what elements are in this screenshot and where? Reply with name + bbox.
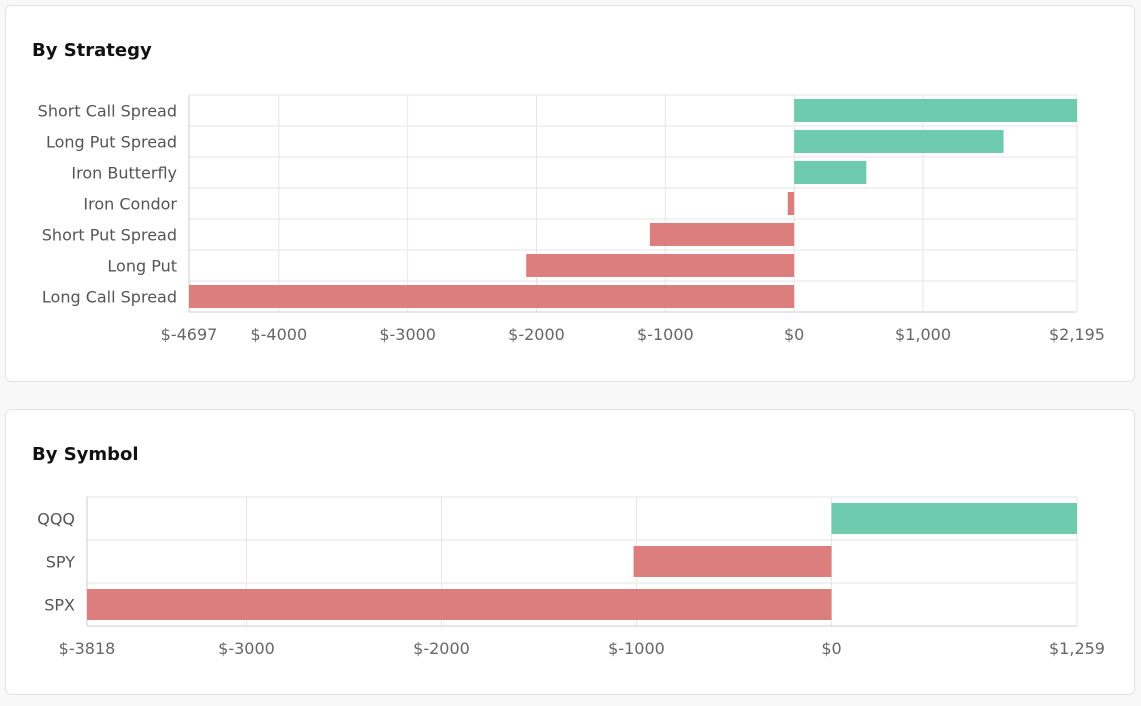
category-label-spy: SPY <box>46 553 75 572</box>
bar-spy[interactable] <box>633 546 832 577</box>
category-label-long-call-spread: Long Call Spread <box>42 288 177 307</box>
x-tick-label: $1,259 <box>1049 639 1105 658</box>
bar-long-put-spread[interactable] <box>794 130 1004 153</box>
strategy-card: By Strategy Short Call Spread Long Put Sp… <box>5 5 1135 382</box>
category-label-short-call-spread: Short Call Spread <box>38 102 177 121</box>
x-tick-label: $-3000 <box>379 325 436 344</box>
bar-spx[interactable] <box>87 589 832 620</box>
x-tick-label: $0 <box>821 639 841 658</box>
x-tick-label: $-4000 <box>250 325 307 344</box>
category-label-long-put-spread: Long Put Spread <box>46 133 177 152</box>
bar-qqq[interactable] <box>831 503 1077 534</box>
x-tick-label: $1,000 <box>895 325 951 344</box>
strategy-chart-title: By Strategy <box>32 40 152 61</box>
category-label-iron-condor: Iron Condor <box>83 195 177 214</box>
bar-short-call-spread[interactable] <box>794 99 1077 122</box>
x-tick-label: $-3818 <box>59 639 116 658</box>
bar-short-put-spread[interactable] <box>649 223 795 246</box>
category-label-short-put-spread: Short Put Spread <box>42 226 177 245</box>
symbol-bar-chart: QQQ SPY SPX $-3818 $-3000 $-2000 $-1000 $0 $1,25… <box>37 496 1105 658</box>
x-tick-label: $2,195 <box>1049 325 1105 344</box>
x-tick-label: $-1000 <box>608 639 665 658</box>
x-tick-label: $-1000 <box>637 325 694 344</box>
bar-iron-butterfly[interactable] <box>794 161 867 184</box>
x-tick-label: $-4697 <box>161 325 218 344</box>
category-label-spx: SPX <box>44 596 75 615</box>
strategy-bar-chart: Short Call Spread Long Put Spread Iron But… <box>38 94 1105 344</box>
bar-long-put[interactable] <box>526 254 795 277</box>
x-tick-label: $-3000 <box>218 639 275 658</box>
bar-iron-condor[interactable] <box>787 192 795 215</box>
symbol-card: By Symbol QQQ SPY SPX $-3818 $-3000 $-2000 $-1… <box>5 409 1135 695</box>
x-tick-label: $0 <box>784 325 804 344</box>
symbol-chart-title: By Symbol <box>32 444 139 465</box>
bar-long-call-spread[interactable] <box>189 285 795 308</box>
category-label-iron-butterfly: Iron Butterfly <box>71 164 177 183</box>
category-label-qqq: QQQ <box>37 510 75 529</box>
x-tick-label: $-2000 <box>508 325 565 344</box>
x-tick-label: $-2000 <box>413 639 470 658</box>
category-label-long-put: Long Put <box>107 257 177 276</box>
